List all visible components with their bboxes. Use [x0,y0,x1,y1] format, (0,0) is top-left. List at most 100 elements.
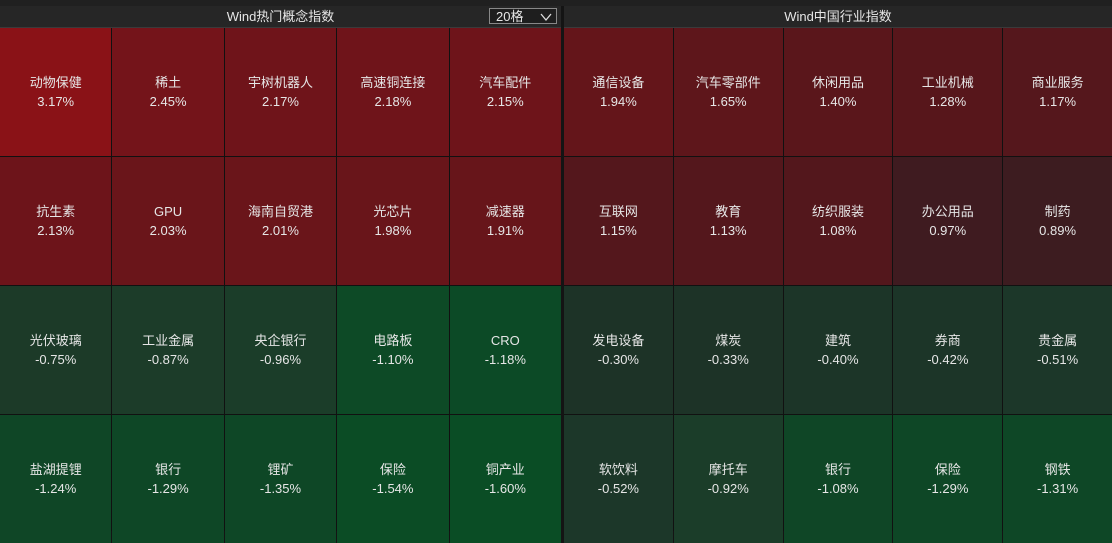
tile[interactable]: 银行 -1.08% [783,415,893,543]
tile-change: 2.03% [149,223,187,238]
tile-name: 发电设备 [592,333,645,348]
tile-name: 贵金属 [1038,333,1078,348]
tile-name: 办公用品 [921,204,974,219]
tile[interactable]: 工业机械 1.28% [893,28,1003,156]
panel-header: Wind中国行业指数 [564,6,1112,28]
tile-name: 软饮料 [598,462,638,477]
tile-change: 1.13% [709,223,747,238]
tile[interactable]: 软饮料 -0.52% [564,415,673,543]
tile[interactable]: 高速铜连接 2.18% [337,28,449,156]
tile[interactable]: 电路板 -1.10% [337,286,449,414]
grid-size-select[interactable]: 20格 [489,8,557,24]
tile[interactable]: 光伏玻璃 -0.75% [0,286,112,414]
tile-name: 高速铜连接 [360,75,426,90]
panel: Wind中国行业指数 通信设备 1.94% 汽车零部件 1.65% 休闲用品 1.40% 工… [564,6,1112,543]
tile-change: 3.17% [37,94,75,109]
tile-name: 汽车配件 [479,75,532,90]
tile[interactable]: 动物保健 3.17% [0,28,112,156]
tile[interactable]: 纺织服装 1.08% [783,157,893,285]
tile-change: 2.15% [486,94,524,109]
tile-change: 1.08% [819,223,857,238]
tile[interactable]: CRO -1.18% [449,286,561,414]
tile[interactable]: 宇树机器人 2.17% [224,28,337,156]
tile[interactable]: 教育 1.13% [673,157,783,285]
tile-change: 1.94% [599,94,637,109]
tile[interactable]: 摩托车 -0.92% [673,415,783,543]
chevron [540,13,552,21]
tile-name: 制药 [1044,204,1071,219]
tile-name: 央企银行 [254,333,307,348]
tile[interactable]: 通信设备 1.94% [564,28,673,156]
tile-name: 工业金属 [142,333,195,348]
tile-change: -1.10% [372,352,414,367]
tile-change: -0.40% [817,352,859,367]
tile[interactable]: 保险 -1.29% [893,415,1003,543]
panel: Wind热门概念指数 20格 动物保健 3.17% 稀土 2.45% 宇树机器人 2.17… [0,6,561,543]
tile[interactable]: 铜产业 -1.60% [449,415,561,543]
tile[interactable]: 商业服务 1.17% [1003,28,1112,156]
tile[interactable]: 汽车零部件 1.65% [673,28,783,156]
tile-name: GPU [154,204,183,219]
tile[interactable]: 休闲用品 1.40% [783,28,893,156]
tile[interactable]: 办公用品 0.97% [893,157,1003,285]
tile-change: 2.01% [262,223,299,238]
tile-name: 纺织服装 [811,204,864,219]
tile-change: -0.92% [707,481,749,496]
tile-name: 教育 [715,204,742,219]
tile[interactable]: 工业金属 -0.87% [112,286,224,414]
tile[interactable]: 减速器 1.91% [449,157,561,285]
tile[interactable]: GPU 2.03% [112,157,224,285]
tile-change: -0.30% [597,352,639,367]
tile[interactable]: 银行 -1.29% [112,415,224,543]
tile-name: CRO [490,333,520,348]
tile[interactable]: 抗生素 2.13% [0,157,112,285]
tile[interactable]: 盐湖提锂 -1.24% [0,415,112,543]
tile-change: 1.98% [374,223,412,238]
tile-change: -1.35% [259,481,302,496]
tile-name: 光伏玻璃 [29,333,82,348]
tile-change: -1.18% [484,352,526,367]
tile[interactable]: 汽车配件 2.15% [449,28,561,156]
tile-name: 互联网 [598,204,638,219]
tile-change: -0.33% [707,352,749,367]
tile-change: 0.97% [929,223,967,238]
tile-name: 银行 [155,462,182,477]
tile[interactable]: 央企银行 -0.96% [224,286,337,414]
tile-change: -0.75% [35,352,77,367]
tile-name: 商业服务 [1031,75,1084,90]
select-value: 20格 [496,9,524,24]
tile-grid: 通信设备 1.94% 汽车零部件 1.65% 休闲用品 1.40% 工业机械 1.28% 商业服… [564,28,1112,543]
tile[interactable]: 光芯片 1.98% [337,157,449,285]
panel-header: Wind热门概念指数 20格 [0,6,561,28]
tile[interactable]: 钢铁 -1.31% [1003,415,1112,543]
tile[interactable]: 制药 0.89% [1003,157,1112,285]
tile[interactable]: 稀土 2.45% [112,28,224,156]
tile-name: 建筑 [824,333,851,348]
tile-name: 抗生素 [36,204,76,219]
tile[interactable]: 煤炭 -0.33% [673,286,783,414]
tile-name: 锂矿 [267,462,294,477]
tile-grid: 动物保健 3.17% 稀土 2.45% 宇树机器人 2.17% 高速铜连接 2.18% 汽车配件… [0,28,561,543]
tile-change: 1.28% [929,94,967,109]
tile-change: 1.17% [1039,94,1077,109]
tile-name: 稀土 [155,75,182,90]
tile[interactable]: 贵金属 -0.51% [1003,286,1112,414]
tile-name: 减速器 [485,204,525,219]
tile[interactable]: 发电设备 -0.30% [564,286,673,414]
tile-change: 2.18% [374,94,412,109]
tile[interactable]: 券商 -0.42% [893,286,1003,414]
tile-change: 2.17% [262,94,299,109]
tile-name: 盐湖提锂 [29,462,82,477]
tile-change: -1.60% [484,481,526,496]
tile[interactable]: 锂矿 -1.35% [224,415,337,543]
tile[interactable]: 海南自贸港 2.01% [224,157,337,285]
tile-change: -1.31% [1036,481,1079,496]
tile-name: 保险 [934,462,961,477]
tile[interactable]: 建筑 -0.40% [783,286,893,414]
tile[interactable]: 保险 -1.54% [337,415,449,543]
tile[interactable]: 互联网 1.15% [564,157,673,285]
tile-name: 煤炭 [715,333,742,348]
tile-change: 0.89% [1039,223,1077,238]
tile-change: -0.87% [147,352,189,367]
